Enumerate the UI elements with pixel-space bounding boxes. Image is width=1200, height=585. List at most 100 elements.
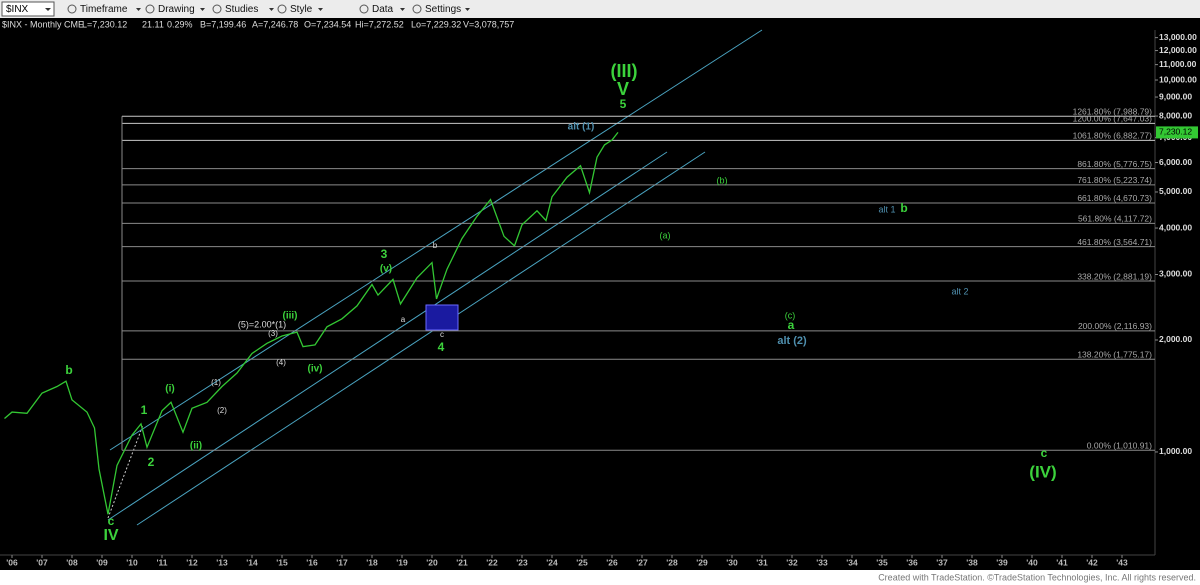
- x-tick-label: '30: [726, 557, 738, 567]
- x-tick-label: '32: [786, 557, 798, 567]
- menu-icon: [359, 4, 369, 14]
- y-tick-label: 8,000.00: [1159, 110, 1192, 120]
- x-tick-label: '10: [126, 557, 138, 567]
- menu-item[interactable]: Timeframe: [80, 4, 128, 15]
- y-tick-label: 10,000.00: [1159, 74, 1197, 84]
- y-tick-label: 6,000.00: [1159, 157, 1192, 167]
- wave-label: (1): [211, 378, 221, 387]
- level-label: 200.00% (2,116.93): [1078, 321, 1152, 331]
- level-label: 561.80% (4,117.72): [1078, 214, 1152, 224]
- wave-label: alt (2): [777, 335, 807, 347]
- level-label: 0.00% (1,010.91): [1087, 440, 1152, 450]
- x-tick-label: '38: [966, 557, 978, 567]
- dropdown-arrow: [400, 8, 405, 11]
- wave-label: b: [65, 363, 72, 377]
- dropdown-arrow: [200, 8, 205, 11]
- x-tick-label: '18: [366, 557, 378, 567]
- y-tick-label: 4,000.00: [1159, 222, 1192, 232]
- symbol[interactable]: $INX: [6, 4, 29, 15]
- menu-item[interactable]: Drawing: [158, 4, 195, 15]
- level-label: 138.20% (1,775.17): [1077, 350, 1152, 360]
- wave-label: b: [900, 201, 907, 215]
- x-tick-label: '22: [486, 557, 498, 567]
- wave-label: 2: [148, 455, 155, 469]
- wave-label: alt 1: [878, 204, 895, 214]
- wave-label: (4): [276, 358, 286, 367]
- x-tick-label: '17: [336, 557, 348, 567]
- dropdown-arrow: [318, 8, 323, 11]
- footer: Created with TradeStation. ©TradeStation…: [878, 572, 1196, 582]
- wave-label: (a): [660, 230, 671, 240]
- wave-label: (v): [380, 264, 392, 275]
- x-tick-label: '39: [996, 557, 1008, 567]
- y-tick-label: 1,000.00: [1159, 446, 1192, 456]
- symbol-box[interactable]: [1, 1, 55, 17]
- wave-label: (c): [785, 310, 796, 320]
- x-tick-label: '20: [426, 557, 438, 567]
- wave-label: (iii): [283, 311, 298, 322]
- dropdown-arrow: [269, 8, 274, 11]
- toolbar: [0, 0, 1200, 18]
- y-tick-label: 5,000.00: [1159, 186, 1192, 196]
- x-tick-label: '25: [576, 557, 588, 567]
- y-tick-label: 11,000.00: [1159, 59, 1197, 69]
- info-item: Hi=7,272.52: [355, 19, 404, 29]
- x-tick-label: '13: [216, 557, 228, 567]
- wave-label: IV: [103, 527, 118, 544]
- x-tick-label: '07: [36, 557, 48, 567]
- info-item: O=7,234.54: [304, 19, 351, 29]
- x-tick-label: '34: [846, 557, 858, 567]
- info-item: V=3,078,757: [463, 19, 514, 29]
- wave-label: a: [788, 318, 795, 332]
- y-tick-label: 9,000.00: [1159, 91, 1192, 101]
- level-label: 1061.80% (6,882.77): [1073, 131, 1153, 141]
- x-tick-label: '12: [186, 557, 198, 567]
- x-tick-label: '11: [156, 557, 167, 567]
- x-tick-label: '29: [696, 557, 708, 567]
- wave-label: c: [108, 514, 115, 528]
- channel-line: [107, 151, 668, 521]
- x-tick-label: '36: [906, 557, 918, 567]
- info-item: B=7,199.46: [200, 19, 246, 29]
- x-tick-label: '37: [936, 557, 948, 567]
- info-item: A=7,246.78: [252, 19, 298, 29]
- footer-bar: [0, 570, 1200, 585]
- wave-label: V: [617, 79, 629, 99]
- x-tick-label: '43: [1116, 557, 1128, 567]
- y-tick-label: 3,000.00: [1159, 269, 1192, 279]
- x-tick-label: '23: [516, 557, 528, 567]
- last-price-tag: [1156, 126, 1198, 139]
- x-tick-label: '15: [276, 557, 288, 567]
- wave-label: c: [440, 330, 444, 339]
- level-label: 861.80% (5,776.75): [1077, 159, 1152, 169]
- menu-icon: [212, 4, 222, 14]
- menu-item[interactable]: Style: [290, 4, 313, 15]
- y-tick-label: 12,000.00: [1159, 45, 1197, 55]
- y-tick-label: 2,000.00: [1159, 334, 1192, 344]
- wave-label: alt 2: [951, 286, 968, 296]
- wave-label: (b): [717, 175, 728, 185]
- x-tick-label: '35: [876, 557, 888, 567]
- wave-label: c: [1041, 446, 1048, 460]
- wave-label: alt (1): [568, 122, 595, 133]
- wave-label: (IV): [1029, 462, 1056, 481]
- price-line: [4, 131, 619, 515]
- menu-item[interactable]: Data: [372, 4, 394, 15]
- x-tick-label: '08: [66, 557, 78, 567]
- x-tick-label: '33: [816, 557, 828, 567]
- wave-guide: [107, 424, 144, 519]
- x-tick-label: '40: [1026, 557, 1038, 567]
- x-tick-label: '42: [1086, 557, 1098, 567]
- info-item: L=7,230.12: [82, 19, 127, 29]
- menu-icon: [277, 4, 287, 14]
- level-label: 1200.00% (7,647.03): [1073, 114, 1153, 124]
- wave-label: (5)=2.00*(1): [238, 319, 286, 329]
- wave-label: (III): [611, 61, 638, 81]
- menu-item[interactable]: Studies: [225, 4, 258, 15]
- menu-item[interactable]: Settings: [425, 4, 461, 15]
- info-item: $INX - Monthly CME: [2, 19, 84, 29]
- dropdown-arrow: [45, 8, 51, 11]
- target-box: [425, 304, 459, 331]
